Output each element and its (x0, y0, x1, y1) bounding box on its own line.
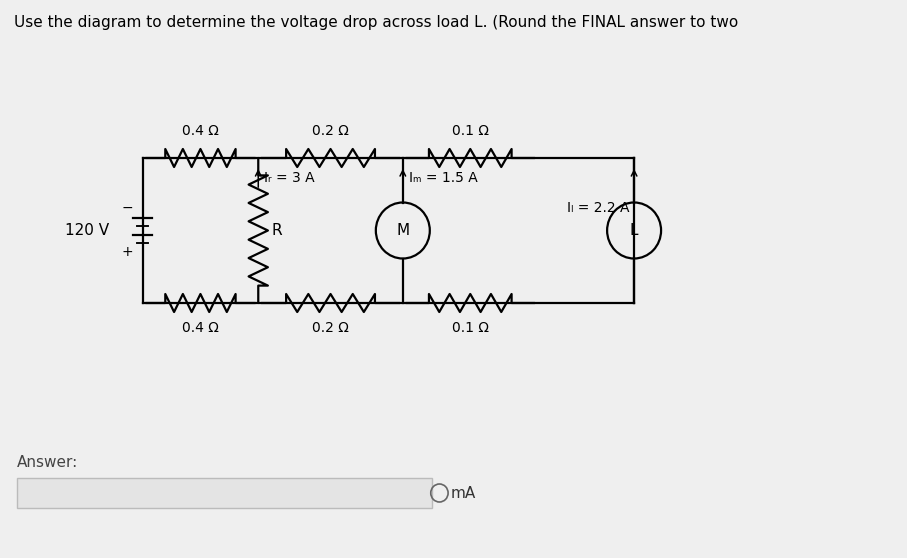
Text: 0.4 Ω: 0.4 Ω (182, 124, 219, 138)
Text: 0.1 Ω: 0.1 Ω (452, 124, 489, 138)
Text: Use the diagram to determine the voltage drop across load L. (Round the FINAL an: Use the diagram to determine the voltage… (15, 15, 738, 30)
Text: +: + (122, 246, 133, 259)
Text: 120 V: 120 V (64, 223, 109, 238)
Text: 0.2 Ω: 0.2 Ω (312, 124, 349, 138)
Text: 0.4 Ω: 0.4 Ω (182, 321, 219, 335)
Text: Iₗ = 2.2 A: Iₗ = 2.2 A (567, 201, 629, 215)
FancyBboxPatch shape (17, 478, 432, 508)
Text: L: L (629, 223, 639, 238)
Text: mA: mA (451, 485, 476, 501)
Text: Iₘ = 1.5 A: Iₘ = 1.5 A (408, 171, 477, 185)
Text: Answer:: Answer: (17, 455, 79, 470)
Text: 0.2 Ω: 0.2 Ω (312, 321, 349, 335)
Text: M: M (396, 223, 409, 238)
Text: Iᵣ = 3 A: Iᵣ = 3 A (264, 171, 315, 185)
Text: −: − (122, 200, 133, 214)
Text: R: R (272, 223, 282, 238)
Text: 0.1 Ω: 0.1 Ω (452, 321, 489, 335)
